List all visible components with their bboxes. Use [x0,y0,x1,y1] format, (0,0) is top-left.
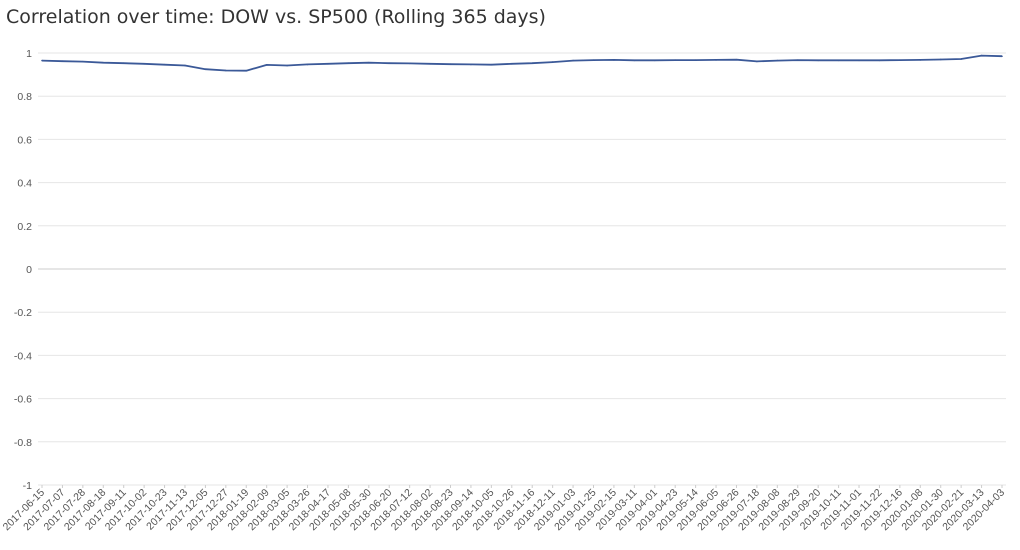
data-point [449,63,452,66]
data-point [225,69,227,72]
data-point [265,64,268,66]
x-axis-tick-labels: 2017-06-152017-07-072017-07-282017-08-18… [1,485,1007,533]
data-point [613,59,615,61]
data-point [306,63,309,66]
data-point [102,61,105,64]
data-point [980,54,983,57]
data-point [122,62,125,64]
series-line-0 [41,54,1003,72]
data-point [796,59,799,61]
data-point [1001,55,1003,58]
data-point [408,62,411,65]
data-point [878,59,881,62]
data-point [633,59,636,62]
data-point [286,64,288,67]
data-point [674,59,676,61]
y-axis-tick-labels: 1 0.8 0.6 0.4 0.2 0 -0.2 -0.4 -0.6 -0.8 -1 [14,48,32,492]
y-tick-label: 0.6 [17,134,32,146]
data-point [715,59,717,61]
data-point [510,63,513,65]
y-tick-label: -1 [23,480,32,492]
chart-title: Correlation over time: DOW vs. SP500 (Ro… [6,6,546,28]
data-point [817,59,819,62]
data-point [899,59,901,61]
series-layer [41,54,1003,72]
data-point [388,62,391,64]
data-point [756,60,758,63]
gridlines [38,52,1006,486]
data-point [82,60,84,63]
y-tick-label: 0 [26,264,32,276]
y-tick-label: -0.2 [14,307,32,319]
data-point [551,61,554,63]
data-point [694,59,697,61]
data-point [143,63,145,65]
data-point [204,68,207,70]
data-point [429,63,431,65]
y-tick-label: -0.8 [14,437,32,449]
data-point [347,62,350,64]
data-point [184,64,186,67]
data-point [592,59,595,61]
y-tick-label: 1 [26,48,32,60]
data-point [245,69,248,72]
data-point [572,59,574,62]
y-tick-label: 0.8 [17,91,32,103]
data-point [939,58,942,61]
data-point [41,59,43,62]
data-point [327,63,329,65]
data-point [776,59,779,62]
y-tick-label: -0.4 [14,350,32,362]
data-point [919,59,922,61]
data-point [653,59,656,62]
data-point [368,61,370,64]
data-point [61,60,64,63]
data-point [531,62,534,64]
data-point [163,63,166,66]
data-point [837,59,840,62]
y-tick-label: -0.6 [14,394,32,406]
data-point [470,63,472,66]
data-point [490,63,493,66]
data-point [858,59,860,62]
y-tick-label: 0.4 [17,178,32,190]
data-point [960,58,962,60]
y-tick-label: 0.2 [17,221,32,233]
data-point [735,58,738,61]
